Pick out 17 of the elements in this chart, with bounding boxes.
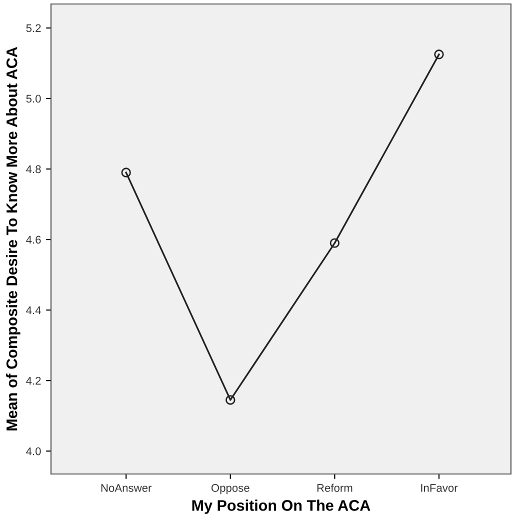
y-tick-label: 4.4 — [26, 306, 41, 314]
x-tick-label: Reform — [317, 484, 352, 492]
x-axis-title: My Position On The ACA — [192, 500, 370, 514]
y-tick-label: 4.2 — [26, 376, 41, 385]
x-tick-label: InFavor — [421, 484, 458, 492]
point — [226, 395, 236, 405]
y-tick-label: 4.8 — [26, 165, 41, 174]
x-tick-label: NoAnswer — [101, 484, 152, 492]
y-tick-label: 4.6 — [26, 236, 41, 244]
point — [330, 238, 340, 248]
point — [121, 168, 131, 178]
x-tick-label: Oppose — [211, 484, 250, 494]
point — [434, 50, 444, 60]
y-axis-title: Mean of Composite Desire To Know More About ACA — [6, 47, 20, 430]
y-tick-label: 4.0 — [26, 447, 41, 456]
y-tick-label: 5.2 — [26, 24, 41, 32]
y-tick-label: 5.0 — [26, 94, 41, 103]
